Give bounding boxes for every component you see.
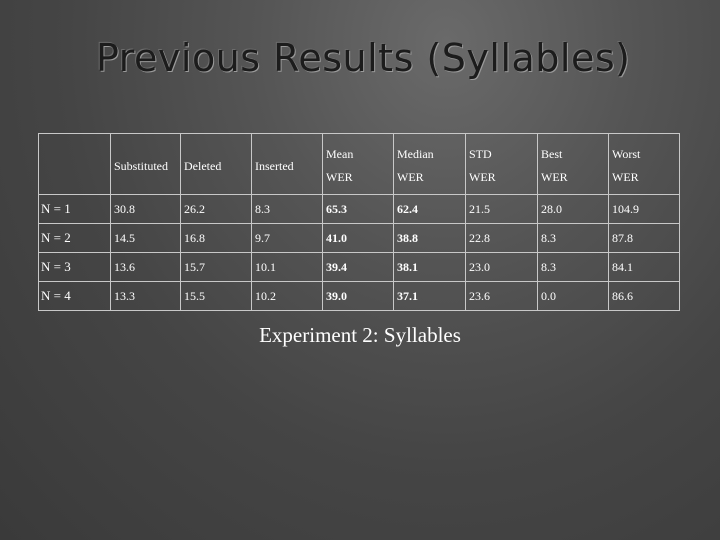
- table-row: N = 2 14.5 16.8 9.7 41.0 38.8 22.8 8.3 8…: [38, 223, 680, 253]
- header-mean: Mean: [322, 133, 394, 170]
- slide-caption: Experiment 2: Syllables: [259, 323, 461, 347]
- cell-inserted: 9.7: [251, 223, 323, 253]
- row-label: N = 2: [38, 223, 111, 253]
- cell-worst-wer: 87.8: [608, 223, 680, 253]
- cell-deleted: 26.2: [180, 194, 252, 224]
- table-row: N = 1 30.8 26.2 8.3 65.3 62.4 21.5 28.0 …: [38, 194, 680, 224]
- cell-inserted: 10.2: [251, 281, 323, 311]
- cell-substituted: 13.6: [110, 252, 181, 282]
- cell-substituted: 14.5: [110, 223, 181, 253]
- table-row: N = 3 13.6 15.7 10.1 39.4 38.1 23.0 8.3 …: [38, 252, 680, 282]
- cell-substituted: 13.3: [110, 281, 181, 311]
- cell-std-wer: 22.8: [465, 223, 538, 253]
- cell-inserted: 10.1: [251, 252, 323, 282]
- header-inserted: Inserted: [251, 133, 323, 195]
- cell-median-wer: 38.8: [393, 223, 466, 253]
- header-substituted: Substituted: [110, 133, 181, 195]
- cell-std-wer: 23.0: [465, 252, 538, 282]
- subheader-std: WER: [465, 170, 538, 195]
- cell-best-wer: 8.3: [537, 223, 609, 253]
- cell-std-wer: 23.6: [465, 281, 538, 311]
- cell-deleted: 15.7: [180, 252, 252, 282]
- subheader-best: WER: [537, 170, 609, 195]
- cell-median-wer: 37.1: [393, 281, 466, 311]
- header-cell-empty: [38, 133, 111, 195]
- cell-deleted: 16.8: [180, 223, 252, 253]
- table-row: N = 4 13.3 15.5 10.2 39.0 37.1 23.6 0.0 …: [38, 281, 680, 311]
- subheader-worst: WER: [608, 170, 680, 195]
- header-std: STD: [465, 133, 538, 170]
- cell-mean-wer: 41.0: [322, 223, 394, 253]
- cell-best-wer: 8.3: [537, 252, 609, 282]
- subheader-median: WER: [393, 170, 466, 195]
- cell-mean-wer: 39.4: [322, 252, 394, 282]
- cell-mean-wer: 39.0: [322, 281, 394, 311]
- results-table: Substituted Deleted Inserted Mean Median…: [38, 133, 680, 311]
- cell-inserted: 8.3: [251, 194, 323, 224]
- header-worst: Worst: [608, 133, 680, 170]
- cell-worst-wer: 84.1: [608, 252, 680, 282]
- row-label: N = 3: [38, 252, 111, 282]
- slide-title: Previous Results (Syllables): [96, 36, 631, 80]
- header-median: Median: [393, 133, 466, 170]
- cell-best-wer: 0.0: [537, 281, 609, 311]
- cell-deleted: 15.5: [180, 281, 252, 311]
- cell-mean-wer: 65.3: [322, 194, 394, 224]
- row-label: N = 4: [38, 281, 111, 311]
- subheader-row: WER WER WER WER WER: [39, 170, 680, 195]
- cell-std-wer: 21.5: [465, 194, 538, 224]
- cell-worst-wer: 104.9: [608, 194, 680, 224]
- subheader-mean: WER: [322, 170, 394, 195]
- cell-substituted: 30.8: [110, 194, 181, 224]
- cell-median-wer: 38.1: [393, 252, 466, 282]
- header-deleted: Deleted: [180, 133, 252, 195]
- header-best: Best: [537, 133, 609, 170]
- cell-worst-wer: 86.6: [608, 281, 680, 311]
- row-label: N = 1: [38, 194, 111, 224]
- cell-best-wer: 28.0: [537, 194, 609, 224]
- header-row: Substituted Deleted Inserted Mean Median…: [38, 133, 680, 195]
- cell-median-wer: 62.4: [393, 194, 466, 224]
